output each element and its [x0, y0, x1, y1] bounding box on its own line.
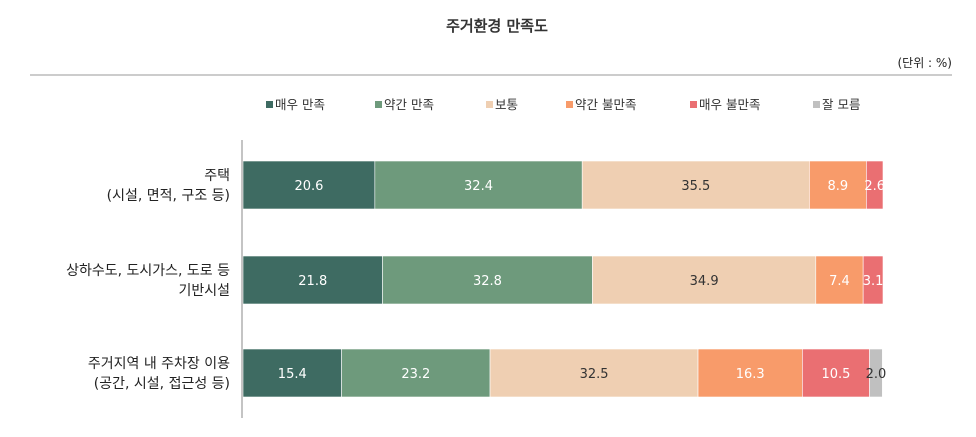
- bar-segment: [242, 348, 342, 398]
- bar-segment: [862, 255, 884, 305]
- bar-segment: [581, 160, 810, 210]
- data-label: 20.6: [294, 179, 323, 194]
- bar-segment: [242, 255, 383, 305]
- category-labels: 주택 (시설, 면적, 구조 등) 상하수도, 도시가스, 도로 등 기반시설주거지역…: [66, 168, 230, 392]
- legend-label: 매우 만족: [275, 97, 325, 112]
- legend-swatch: [566, 101, 573, 108]
- data-label: 2.0: [866, 367, 887, 382]
- chart-title: 주거환경 만족도: [446, 17, 548, 35]
- bars: 20.6 32.4 35.5 8.9 2.6 21.8 32.8 34.9 7.4 3.1 15.4…: [242, 160, 887, 398]
- data-label: 7.4: [829, 274, 850, 289]
- legend-label: 잘 모름: [822, 97, 860, 112]
- legend-item: 잘 모름: [813, 97, 860, 112]
- legend-label: 약간 만족: [384, 97, 434, 112]
- data-label: 3.1: [863, 274, 884, 289]
- category-label: 상하수도, 도시가스, 도로 등 기반시설: [66, 263, 230, 299]
- legend-label: 매우 불만족: [699, 97, 760, 112]
- legend-item: 보통: [486, 97, 518, 112]
- data-label: 34.9: [690, 274, 719, 289]
- data-label: 32.5: [580, 367, 609, 382]
- data-label: 16.3: [736, 367, 765, 382]
- data-label: 21.8: [298, 274, 327, 289]
- legend-swatch: [486, 101, 493, 108]
- data-label: 2.6: [864, 179, 885, 194]
- data-label: 32.4: [464, 179, 493, 194]
- legend-label: 약간 불만족: [575, 97, 636, 112]
- legend-item: 매우 만족: [266, 97, 325, 112]
- bar-segment: [802, 348, 870, 398]
- category-label: 주택 (시설, 면적, 구조 등): [107, 168, 230, 204]
- bar-segment: [242, 160, 376, 210]
- bar-segment: [382, 255, 593, 305]
- legend-item: 약간 만족: [375, 97, 434, 112]
- data-label: 35.5: [681, 179, 710, 194]
- data-label: 32.8: [473, 274, 502, 289]
- bar-segment: [489, 348, 699, 398]
- legend-swatch: [375, 101, 382, 108]
- unit-label: (단위 : %): [897, 56, 952, 70]
- legend-item: 약간 불만족: [566, 97, 636, 112]
- legend-label: 보통: [495, 97, 518, 112]
- legend-item: 매우 불만족: [690, 97, 760, 112]
- legend-swatch: [813, 101, 820, 108]
- bar-segment: [869, 348, 883, 398]
- data-label: 8.9: [828, 179, 849, 194]
- legend: 매우 만족 약간 만족 보통 약간 불만족 매우 불만족 잘 모름: [266, 97, 860, 112]
- legend-swatch: [690, 101, 697, 108]
- data-label: 10.5: [821, 367, 850, 382]
- data-label: 23.2: [401, 367, 430, 382]
- bar-segment: [809, 160, 867, 210]
- category-label: 주거지역 내 주차장 이용 (공간, 시설, 접근성 등): [88, 356, 230, 392]
- bar-segment: [866, 160, 884, 210]
- bar-segment: [697, 348, 803, 398]
- bar-segment: [592, 255, 817, 305]
- legend-swatch: [266, 101, 273, 108]
- bar-segment: [374, 160, 583, 210]
- data-label: 15.4: [278, 367, 307, 382]
